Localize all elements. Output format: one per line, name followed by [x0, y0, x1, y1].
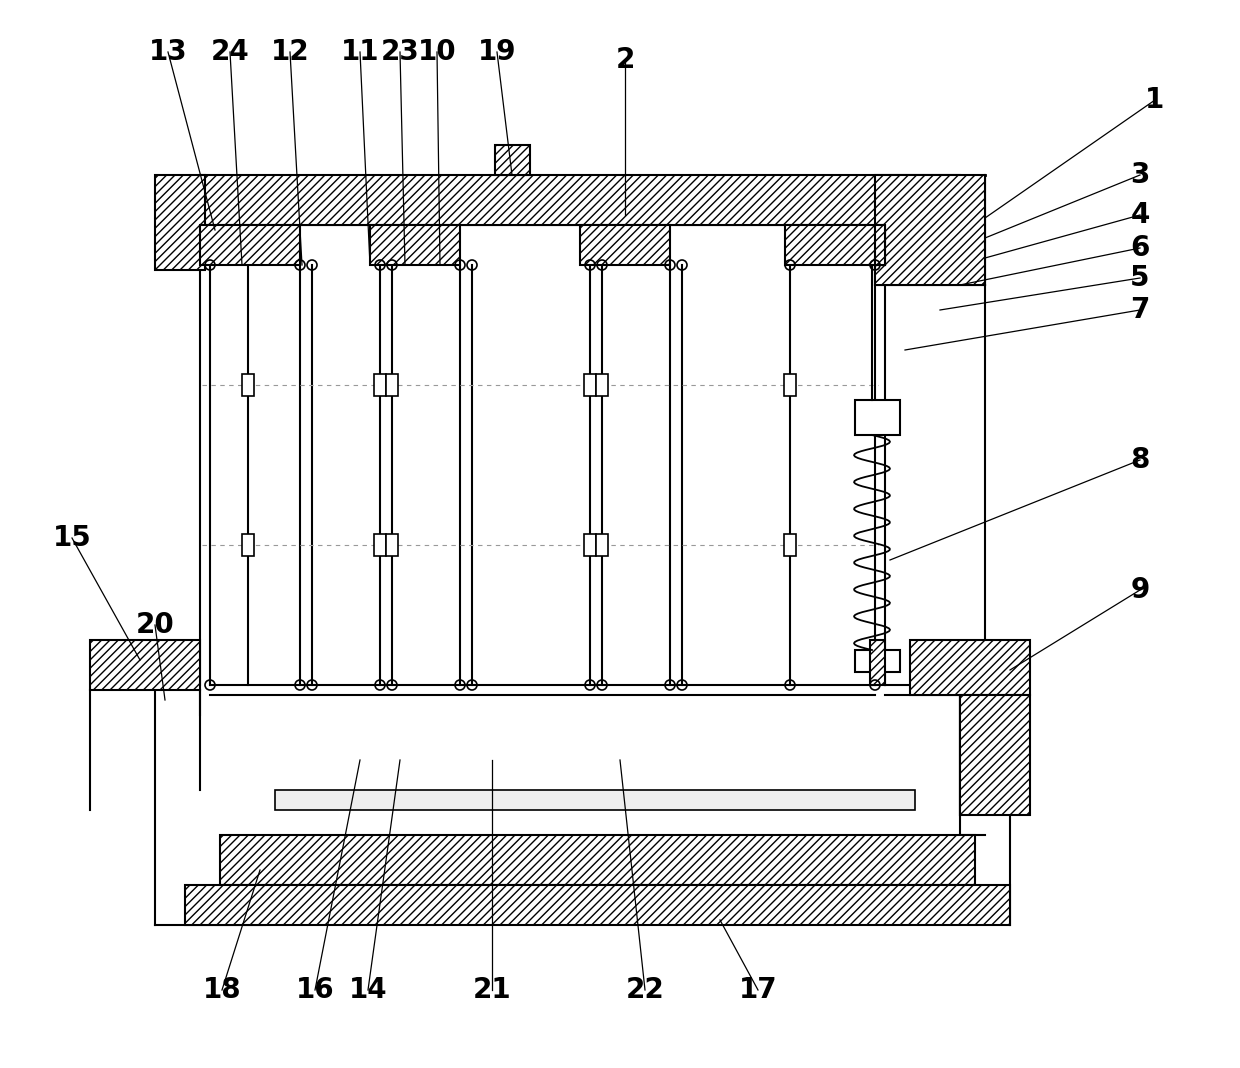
Text: 3: 3	[1131, 161, 1149, 189]
Bar	[242, 374, 254, 396]
Bar	[374, 534, 386, 556]
Text: 19: 19	[477, 38, 516, 66]
Bar	[185, 885, 1011, 925]
Text: 13: 13	[149, 38, 187, 66]
Text: 11: 11	[341, 38, 379, 66]
Bar	[960, 695, 1030, 815]
Text: 17: 17	[739, 976, 777, 1004]
Bar	[870, 640, 885, 685]
Bar	[374, 374, 386, 396]
Bar	[596, 534, 608, 556]
Text: 2: 2	[615, 46, 635, 74]
Text: 1: 1	[1146, 87, 1164, 114]
Text: 10: 10	[418, 38, 456, 66]
Bar	[910, 640, 1030, 695]
Text: 15: 15	[52, 524, 92, 552]
Bar	[386, 534, 398, 556]
Bar	[784, 534, 796, 556]
Text: 24: 24	[211, 38, 249, 66]
Bar	[200, 175, 960, 225]
Text: 8: 8	[1131, 446, 1149, 474]
Bar	[580, 225, 670, 265]
Bar	[584, 374, 596, 396]
Bar	[856, 650, 900, 672]
Text: 21: 21	[472, 976, 511, 1004]
Bar	[91, 640, 200, 690]
Bar	[275, 790, 915, 810]
Bar	[200, 225, 300, 265]
Bar	[155, 175, 205, 270]
Bar	[495, 145, 529, 175]
Bar	[596, 374, 608, 396]
Text: 12: 12	[270, 38, 309, 66]
Text: 23: 23	[381, 38, 419, 66]
Text: 4: 4	[1131, 201, 1149, 229]
Bar	[584, 534, 596, 556]
Text: 18: 18	[202, 976, 242, 1004]
Bar	[856, 400, 900, 435]
Bar	[370, 225, 460, 265]
Bar	[785, 225, 885, 265]
Bar	[219, 835, 975, 885]
Text: 16: 16	[295, 976, 335, 1004]
Bar	[386, 374, 398, 396]
Bar	[875, 175, 985, 285]
Text: 6: 6	[1131, 234, 1149, 262]
Text: 14: 14	[348, 976, 387, 1004]
Text: 7: 7	[1131, 296, 1149, 324]
Text: 20: 20	[135, 611, 175, 639]
Bar	[242, 534, 254, 556]
Bar	[784, 374, 796, 396]
Text: 22: 22	[626, 976, 665, 1004]
Text: 5: 5	[1130, 264, 1149, 292]
Bar	[875, 225, 885, 265]
Text: 9: 9	[1131, 576, 1149, 604]
